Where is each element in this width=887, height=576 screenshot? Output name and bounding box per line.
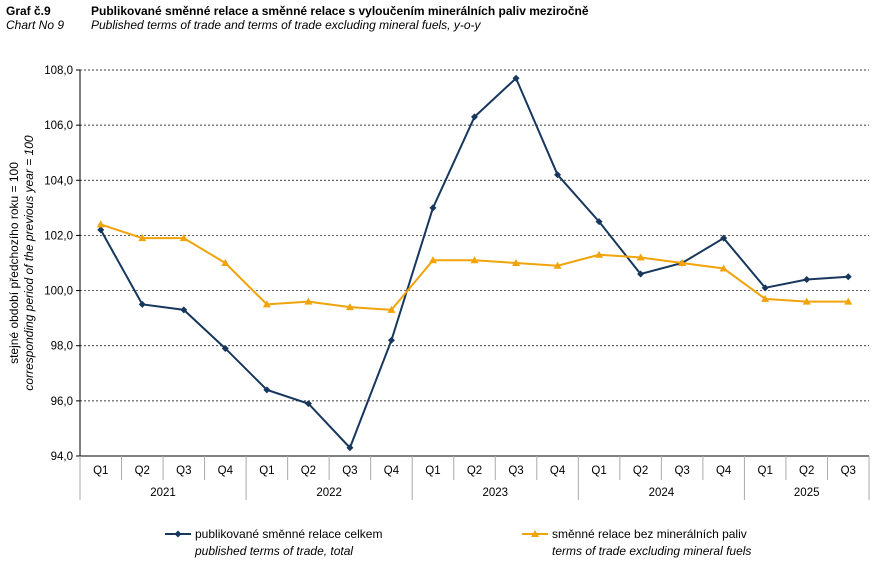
- data-point-s2: [719, 264, 728, 272]
- data-point-s1: [720, 234, 728, 242]
- data-point-s2: [844, 297, 853, 305]
- data-point-s2: [761, 294, 770, 302]
- y-tick-label: 94,0: [51, 451, 73, 463]
- y-tick-label: 96,0: [51, 396, 73, 408]
- legend-label-s2-en: terms of trade excluding mineral fuels: [552, 544, 752, 558]
- y-tick-label: 102,0: [44, 230, 73, 242]
- chart-title-en: Published terms of trade and terms of tr…: [91, 18, 481, 32]
- legend-label-s1-en: published terms of trade, total: [195, 544, 354, 558]
- series-line-2: [100, 223, 849, 311]
- data-point-s1: [263, 386, 271, 394]
- x-tick-label-quarter: Q4: [218, 465, 234, 477]
- chart-number-en: Chart No 9: [6, 18, 65, 32]
- data-point-s2: [138, 234, 147, 242]
- x-tick-label-quarter: Q1: [591, 465, 606, 477]
- data-point-s2: [428, 256, 437, 264]
- x-tick-label-quarter: Q2: [633, 465, 648, 477]
- chart-number-cz: Graf č.9: [6, 4, 51, 18]
- data-point-s1: [595, 218, 603, 226]
- data-point-s1: [304, 400, 312, 408]
- x-tick-label-year: 2023: [482, 487, 508, 499]
- data-point-s1: [512, 74, 520, 82]
- x-tick-label-year: 2022: [316, 487, 342, 499]
- x-tick-label-quarter: Q4: [384, 465, 400, 477]
- data-point-s1: [471, 113, 478, 121]
- data-point-s2: [595, 250, 604, 258]
- data-point-s2: [345, 303, 354, 311]
- x-tick-label-quarter: Q1: [259, 465, 274, 477]
- legend-marker-s1: [174, 530, 182, 538]
- y-tick-label: 100,0: [44, 286, 73, 298]
- data-point-s1: [554, 171, 562, 179]
- data-point-s1: [387, 336, 395, 344]
- x-tick-label-quarter: Q3: [841, 465, 856, 477]
- data-point-s2: [221, 259, 230, 266]
- x-tick-label-quarter: Q2: [467, 465, 482, 477]
- x-tick-label-year: 2025: [794, 487, 820, 499]
- x-tick-label-quarter: Q1: [425, 465, 440, 477]
- data-point-s1: [97, 226, 105, 234]
- data-point-s2: [304, 297, 313, 305]
- x-tick-label-quarter: Q4: [550, 465, 566, 477]
- data-point-s1: [844, 273, 852, 281]
- data-point-s1: [429, 204, 437, 212]
- x-tick-label-quarter: Q1: [93, 465, 108, 477]
- x-tick-label-quarter: Q2: [301, 465, 316, 477]
- data-point-s1: [761, 284, 769, 292]
- legend-label-s1-cz: publikované směnné relace celkem: [195, 527, 383, 541]
- y-tick-label: 106,0: [44, 120, 73, 132]
- data-point-s2: [179, 234, 188, 242]
- x-tick-label-quarter: Q3: [674, 465, 689, 477]
- data-point-s2: [470, 256, 479, 264]
- chart-title-cz: Publikované směnné relace a směnné relac…: [91, 4, 589, 18]
- data-point-s2: [387, 305, 396, 313]
- data-point-s1: [180, 306, 188, 314]
- data-point-s2: [262, 300, 271, 308]
- data-point-s1: [138, 300, 146, 308]
- x-tick-label-quarter: Q1: [758, 465, 773, 477]
- y-tick-label: 104,0: [44, 175, 73, 187]
- data-point-s2: [802, 297, 811, 305]
- data-point-s1: [803, 276, 811, 284]
- data-point-s1: [637, 270, 645, 278]
- legend-marker-s2: [531, 530, 539, 537]
- x-tick-label-quarter: Q3: [342, 465, 357, 477]
- x-tick-label-year: 2024: [649, 487, 675, 499]
- x-tick-label-quarter: Q2: [799, 465, 814, 477]
- data-point-s1: [221, 344, 229, 352]
- y-tick-label: 108,0: [44, 65, 73, 77]
- data-point-s1: [346, 444, 354, 452]
- x-tick-label-quarter: Q3: [176, 465, 191, 477]
- data-point-s2: [553, 261, 562, 269]
- data-point-s2: [636, 253, 645, 261]
- x-tick-label-quarter: Q2: [135, 465, 150, 477]
- x-tick-label-quarter: Q4: [716, 465, 732, 477]
- data-point-s2: [96, 220, 105, 228]
- y-tick-label: 98,0: [51, 341, 73, 353]
- data-point-s2: [512, 259, 521, 266]
- x-tick-label-quarter: Q3: [508, 465, 523, 477]
- legend-label-s2-cz: směnné relace bez minerálních paliv: [552, 527, 747, 541]
- x-tick-label-year: 2021: [150, 487, 176, 499]
- data-point-s2: [678, 259, 687, 266]
